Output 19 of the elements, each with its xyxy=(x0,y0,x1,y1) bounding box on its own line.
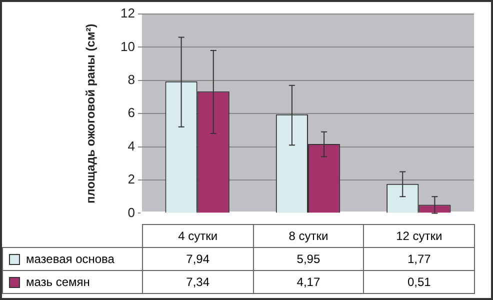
legend-label: мазевая основа xyxy=(26,252,114,266)
x-tick-label: 8 сутки xyxy=(253,224,364,248)
y-tick-label: 6 xyxy=(128,105,135,120)
x-tick-label: 12 сутки xyxy=(364,224,474,248)
data-label: 7,34 xyxy=(142,270,254,294)
legend-label: мазь семян xyxy=(26,275,90,289)
data-label: 5,95 xyxy=(253,248,364,270)
y-tick-label: 8 xyxy=(128,72,135,87)
y-tick-label: 4 xyxy=(128,138,135,154)
y-axis-title: площадь ожоговой раны (см²) xyxy=(84,24,98,204)
x-tick-label: 4 сутки xyxy=(142,224,254,248)
y-tick-label: 0 xyxy=(128,204,135,220)
data-label: 1,77 xyxy=(364,248,474,270)
data-label: 0,51 xyxy=(364,270,474,294)
y-tick-label: 2 xyxy=(128,172,135,187)
data-label: 4,17 xyxy=(253,270,364,294)
y-tick-label: 10 xyxy=(120,38,135,54)
data-label: 7,94 xyxy=(142,248,254,270)
y-tick-label: 12 xyxy=(120,6,135,21)
